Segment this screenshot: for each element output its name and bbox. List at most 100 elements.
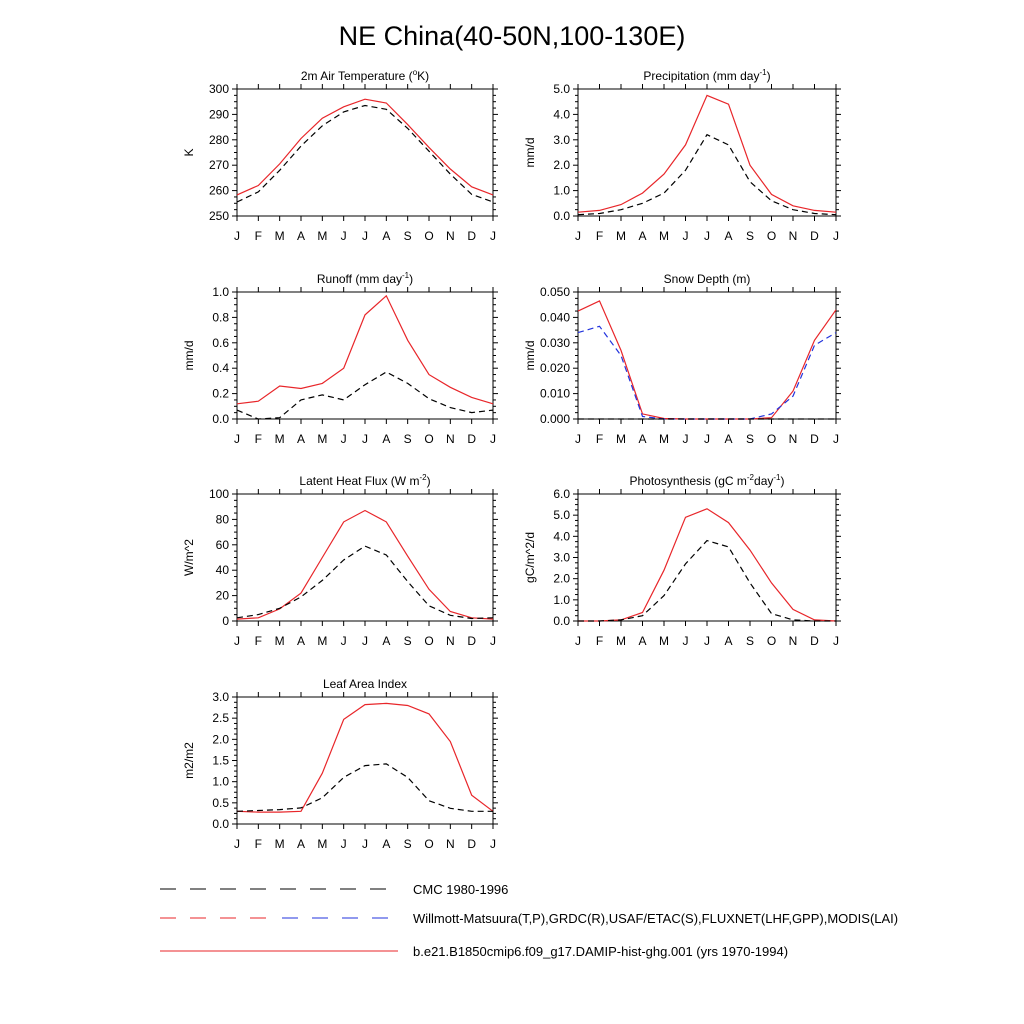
x-tick-label: O <box>767 432 776 446</box>
y-tick-label: 290 <box>209 107 229 121</box>
x-tick-label: A <box>382 432 390 446</box>
y-tick-label: 5.0 <box>553 82 570 96</box>
panel-title: Latent Heat Flux (W m-2) <box>299 473 430 488</box>
x-tick-label: S <box>746 634 754 648</box>
x-tick-label: M <box>616 634 626 648</box>
panel-title: Photosynthesis (gC m-2day-1) <box>630 473 785 488</box>
x-tick-label: M <box>659 229 669 243</box>
panel-gpp: Photosynthesis (gC m-2day-1) 0.0 1.0 2.0 3.0… <box>523 473 841 648</box>
x-tick-label: J <box>234 837 240 851</box>
x-tick-label: J <box>575 634 581 648</box>
y-axis-label: mm/d <box>523 341 537 371</box>
x-tick-label: D <box>810 634 819 648</box>
x-tick-label: J <box>683 229 689 243</box>
x-tick-label: J <box>490 634 496 648</box>
y-tick-label: 0.5 <box>212 796 229 810</box>
x-tick-label: J <box>490 229 496 243</box>
series-line-obs <box>236 763 493 812</box>
x-tick-label: N <box>789 432 798 446</box>
x-tick-label: A <box>297 837 305 851</box>
x-tick-label: J <box>683 634 689 648</box>
series-line-model <box>236 702 494 813</box>
series-line-model <box>236 294 494 405</box>
series-line-model <box>236 98 494 196</box>
x-tick-label: D <box>810 432 819 446</box>
series-line-model <box>578 508 837 622</box>
plot-frame <box>236 696 494 825</box>
x-tick-label: J <box>341 432 347 446</box>
x-tick-label: M <box>275 634 285 648</box>
plot-frame <box>577 493 837 622</box>
x-tick-label: A <box>382 229 390 243</box>
x-tick-label: A <box>297 229 305 243</box>
panel-snowdp: Snow Depth (m) 0.000 0.010 0.020 0.030 0.040 0… <box>523 272 841 446</box>
x-tick-label: M <box>317 229 327 243</box>
x-tick-label: O <box>424 837 433 851</box>
y-tick-label: 2.0 <box>212 732 229 746</box>
x-tick-label: S <box>404 634 412 648</box>
y-tick-label: 1.5 <box>212 754 229 768</box>
x-tick-label: J <box>490 432 496 446</box>
y-tick-label: 60 <box>216 538 230 552</box>
x-tick-label: M <box>275 837 285 851</box>
x-tick-label: M <box>275 432 285 446</box>
series-line-model <box>577 300 837 420</box>
legend-label: CMC 1980-1996 <box>413 882 508 897</box>
y-tick-label: 3.0 <box>553 551 570 565</box>
y-tick-label: 0.010 <box>540 387 570 401</box>
x-tick-label: M <box>616 229 626 243</box>
y-tick-label: 250 <box>209 209 229 223</box>
legend-label: b.e21.B1850cmip6.f09_g17.DAMIP-hist-ghg.… <box>413 944 788 959</box>
y-tick-label: 0.030 <box>540 336 570 350</box>
x-tick-label: J <box>683 432 689 446</box>
x-tick-label: M <box>317 837 327 851</box>
x-tick-label: O <box>767 634 776 648</box>
x-tick-label: O <box>767 229 776 243</box>
x-tick-label: J <box>362 634 368 648</box>
y-tick-label: 0 <box>222 614 229 628</box>
plot-frame <box>236 88 494 217</box>
x-tick-label: F <box>255 229 262 243</box>
y-tick-label: 280 <box>209 133 229 147</box>
x-tick-label: F <box>596 634 603 648</box>
x-tick-label: S <box>404 837 412 851</box>
y-tick-label: 0.0 <box>212 817 229 831</box>
legend-entry-obs: CMC 1980-1996 <box>160 882 508 897</box>
x-tick-label: O <box>424 229 433 243</box>
x-tick-label: D <box>467 432 476 446</box>
y-tick-label: 5.0 <box>553 508 570 522</box>
x-tick-label: N <box>446 634 455 648</box>
x-tick-label: J <box>234 634 240 648</box>
x-tick-label: S <box>746 229 754 243</box>
x-tick-label: N <box>446 837 455 851</box>
y-axis-label: K <box>182 148 196 156</box>
y-tick-label: 1.0 <box>212 775 229 789</box>
y-tick-label: 270 <box>209 158 229 172</box>
plot-frame <box>236 291 494 420</box>
x-tick-label: J <box>341 837 347 851</box>
series-line-obs <box>578 539 836 622</box>
x-tick-label: D <box>467 634 476 648</box>
x-tick-label: J <box>341 634 347 648</box>
series-line-obs <box>236 371 494 420</box>
x-tick-label: F <box>596 432 603 446</box>
x-tick-label: J <box>833 229 839 243</box>
y-axis-label: mm/d <box>182 341 196 371</box>
series-line-obs <box>577 133 837 216</box>
x-tick-label: J <box>833 432 839 446</box>
y-axis-label: mm/d <box>523 138 537 168</box>
x-tick-label: A <box>382 837 390 851</box>
series-line-obs <box>236 104 494 203</box>
x-tick-label: J <box>575 229 581 243</box>
x-tick-label: A <box>638 634 646 648</box>
x-tick-label: M <box>659 432 669 446</box>
y-tick-label: 2.5 <box>212 711 229 725</box>
x-tick-label: A <box>724 229 732 243</box>
panel-title: Snow Depth (m) <box>664 272 751 286</box>
y-tick-label: 260 <box>209 184 229 198</box>
y-axis-label: W/m^2 <box>182 539 196 576</box>
y-tick-label: 1.0 <box>553 184 570 198</box>
legend: CMC 1980-1996 Willmott-Matsuura(T,P),GRDC… <box>160 882 898 959</box>
y-axis-label: gC/m^2/d <box>523 532 537 583</box>
